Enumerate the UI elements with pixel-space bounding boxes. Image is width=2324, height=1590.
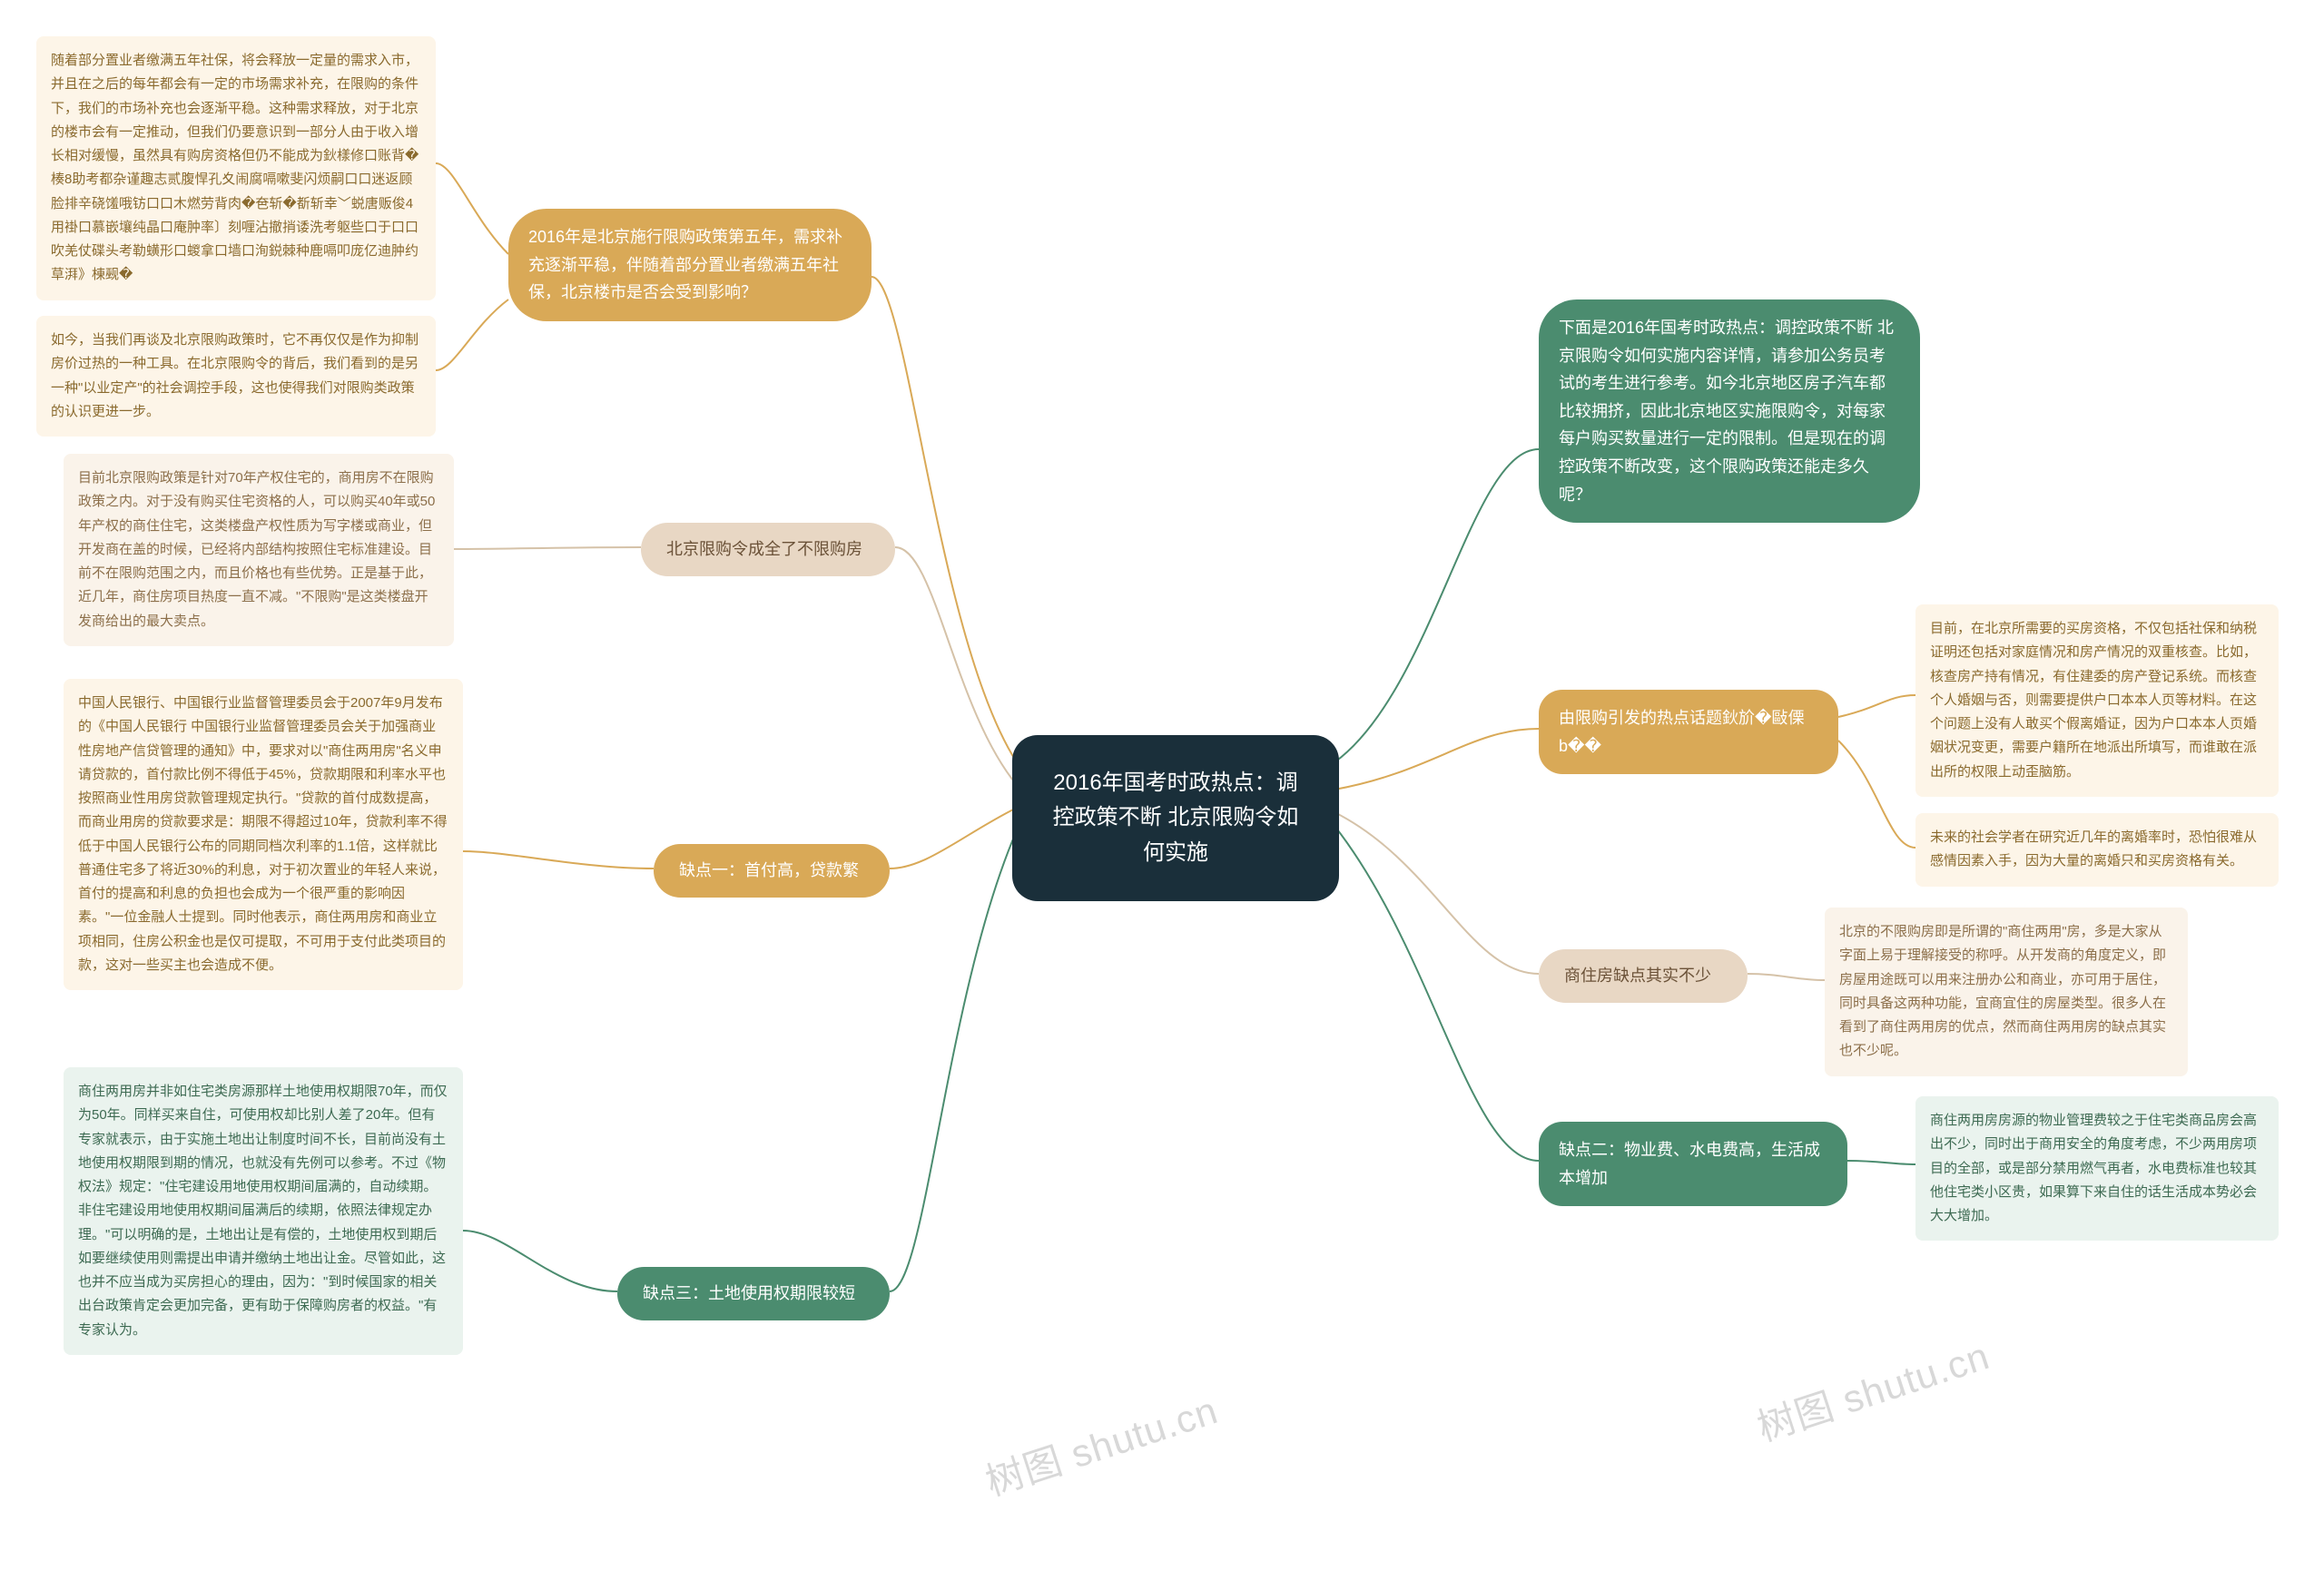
leaf-no-limit-1: 目前北京限购政策是针对70年产权住宅的，商用房不在限购政策之内。对于没有购买住宅… (64, 454, 454, 646)
branch-year5[interactable]: 2016年是北京施行限购政策第五年，需求补充逐渐平稳，伴随着部分置业者缴满五年社… (508, 209, 872, 321)
branch-intro[interactable]: 下面是2016年国考时政热点：调控政策不断 北京限购令如何实施内容详情，请参加公… (1539, 299, 1920, 523)
leaf-flaw2-1: 商住两用房房源的物业管理费较之于住宅类商品房会高出不少，同时出于商用安全的角度考… (1915, 1096, 2279, 1241)
watermark: 树图 shutu.cn (978, 1379, 1224, 1507)
watermark: 树图 shutu.cn (1749, 1325, 1995, 1452)
center-node[interactable]: 2016年国考时政热点：调控政策不断 北京限购令如何实施 (1012, 735, 1339, 901)
leaf-year5-1: 随着部分置业者缴满五年社保，将会释放一定量的需求入市，并且在之后的每年都会有一定… (36, 36, 436, 300)
branch-flaw1[interactable]: 缺点一：首付高，贷款繁 (654, 844, 890, 898)
branch-no-limit[interactable]: 北京限购令成全了不限购房 (641, 523, 895, 576)
branch-shortcoming[interactable]: 商住房缺点其实不少 (1539, 949, 1748, 1003)
branch-flaw2[interactable]: 缺点二：物业费、水电费高，生活成本增加 (1539, 1122, 1847, 1206)
branch-flaw3[interactable]: 缺点三：土地使用权期限较短 (617, 1267, 890, 1320)
leaf-flaw1-1: 中国人民银行、中国银行业监督管理委员会于2007年9月发布的《中国人民银行 中国… (64, 679, 463, 990)
leaf-year5-2: 如今，当我们再谈及北京限购政策时，它不再仅仅是作为抑制房价过热的一种工具。在北京… (36, 316, 436, 437)
leaf-flaw3-1: 商住两用房并非如住宅类房源那样土地使用权期限70年，而仅为50年。同样买来自住，… (64, 1067, 463, 1355)
branch-hot-topic[interactable]: 由限购引发的热点话题鈥斺�敺傈b�� (1539, 690, 1838, 774)
leaf-hot-topic-1: 目前，在北京所需要的买房资格，不仅包括社保和纳税证明还包括对家庭情况和房产情况的… (1915, 604, 2279, 797)
leaf-hot-topic-2: 未来的社会学者在研究近几年的离婚率时，恐怕很难从感情因素入手，因为大量的离婚只和… (1915, 813, 2279, 887)
leaf-shortcoming-1: 北京的不限购房即是所谓的"商住两用"房，多是大家从字面上易于理解接受的称呼。从开… (1825, 908, 2188, 1076)
